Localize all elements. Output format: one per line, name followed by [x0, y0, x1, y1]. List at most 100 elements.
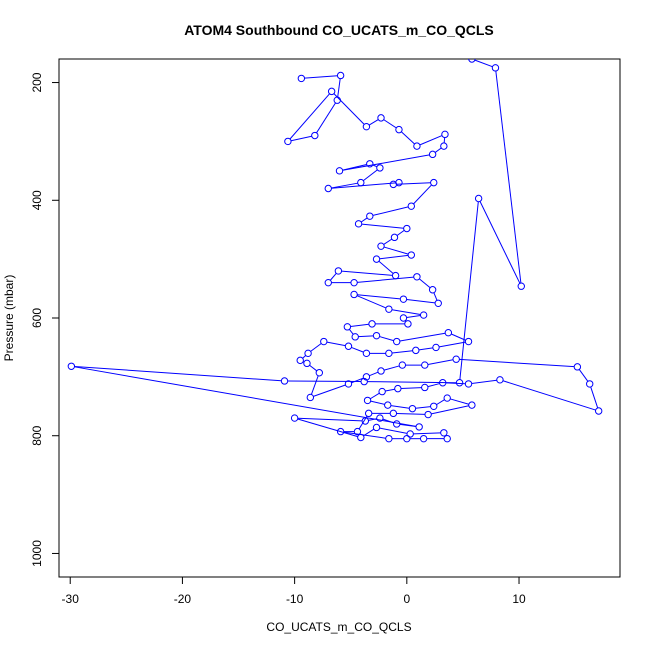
data-point — [378, 387, 386, 396]
series-line-segment — [434, 147, 442, 153]
data-point — [362, 122, 371, 131]
data-point — [434, 299, 442, 307]
series-line-segment — [379, 254, 409, 260]
series-line-segment — [451, 333, 466, 341]
data-point — [491, 64, 500, 72]
series-line-segment — [310, 375, 319, 395]
series-line-segment — [74, 366, 417, 427]
series-line-segment — [337, 78, 341, 98]
data-point — [350, 290, 358, 299]
data-point — [336, 427, 345, 436]
series-line-segment — [401, 387, 422, 389]
series-line-segment — [297, 417, 363, 422]
series-line-segment — [372, 164, 378, 168]
data-point — [428, 150, 437, 159]
series-line-segment — [399, 332, 446, 342]
data-point — [377, 114, 385, 122]
data-point — [573, 363, 582, 371]
series-line-segment — [406, 315, 421, 319]
data-point — [390, 233, 399, 242]
plot-frame — [58, 58, 621, 578]
y-axis: 200 400 600 800 1000 — [30, 72, 60, 567]
data-point — [372, 423, 381, 432]
chart-title: ATOM4 Southbound CO_UCATS_m_CO_QCLS — [184, 22, 494, 38]
series-line-segment — [385, 388, 395, 392]
series-line-segment — [459, 358, 575, 368]
series-line-segment — [304, 75, 338, 79]
series-line-segment — [370, 400, 385, 405]
series-line-segment — [289, 93, 330, 140]
data-point — [474, 194, 483, 203]
data-point — [464, 380, 473, 388]
plot-area — [67, 59, 603, 443]
series-line-segment — [333, 93, 365, 125]
y-tick-label: 800 — [30, 425, 44, 445]
data-point — [424, 410, 432, 419]
data-point — [315, 369, 324, 377]
series-line-segment — [471, 379, 497, 385]
series-line-segment — [443, 137, 446, 143]
series-line-segment — [313, 384, 346, 397]
data-point — [389, 409, 398, 418]
data-point — [517, 282, 525, 290]
data-point — [327, 87, 336, 96]
series-line-segment — [351, 346, 364, 353]
data-point — [464, 337, 473, 346]
data-point — [407, 251, 416, 259]
data-point — [334, 267, 343, 275]
data-point — [412, 346, 420, 355]
data-point — [394, 384, 402, 393]
data-point — [586, 380, 594, 388]
data-point — [364, 409, 373, 418]
series-line-segment — [369, 371, 379, 377]
data-point — [440, 429, 448, 437]
series-line-segment — [427, 359, 454, 365]
series-line-segment — [502, 380, 596, 411]
data-point — [404, 320, 412, 328]
data-point — [406, 430, 414, 438]
data-point — [441, 130, 449, 139]
x-tick-label: -20 — [174, 592, 192, 606]
data-point — [419, 434, 428, 443]
data-point — [303, 359, 311, 368]
data-point — [333, 96, 341, 104]
data-point — [408, 404, 417, 413]
data-point — [428, 286, 437, 294]
series-line-segment — [383, 246, 409, 255]
series-line-segment — [391, 309, 421, 316]
series-line-segment — [331, 182, 396, 189]
data-point — [350, 278, 358, 287]
data-point — [324, 278, 332, 287]
data-point — [366, 160, 374, 168]
data-point — [335, 167, 344, 175]
data-point — [468, 401, 476, 409]
x-axis: -30 -20 -10 0 10 — [62, 576, 526, 606]
y-tick-label: 1000 — [30, 540, 44, 567]
series-line-segment — [368, 119, 379, 126]
series-line-segment — [433, 292, 438, 301]
series-line-segment — [383, 119, 397, 129]
data-point — [391, 271, 400, 280]
data-point — [343, 323, 352, 331]
series-line-segment — [74, 365, 282, 382]
data-point — [439, 379, 447, 387]
data-point — [357, 178, 365, 187]
series-line-segment — [436, 399, 445, 406]
series-line-segment — [459, 201, 479, 380]
series-line-segment — [302, 355, 307, 359]
series-line-segment — [378, 260, 394, 274]
series-line-segment — [310, 343, 322, 352]
data-point — [376, 414, 384, 422]
data-point — [296, 356, 304, 365]
data-point — [324, 184, 332, 193]
series-line-segment — [396, 412, 425, 415]
data-point — [452, 355, 460, 363]
x-tick-label: 0 — [403, 592, 410, 606]
series-line-segment — [363, 169, 378, 182]
data-point — [354, 220, 363, 228]
data-point — [306, 393, 315, 402]
series-line-segment — [350, 323, 369, 327]
y-tick-label: 400 — [30, 190, 44, 210]
data-point — [353, 427, 362, 436]
data-point — [468, 59, 476, 63]
